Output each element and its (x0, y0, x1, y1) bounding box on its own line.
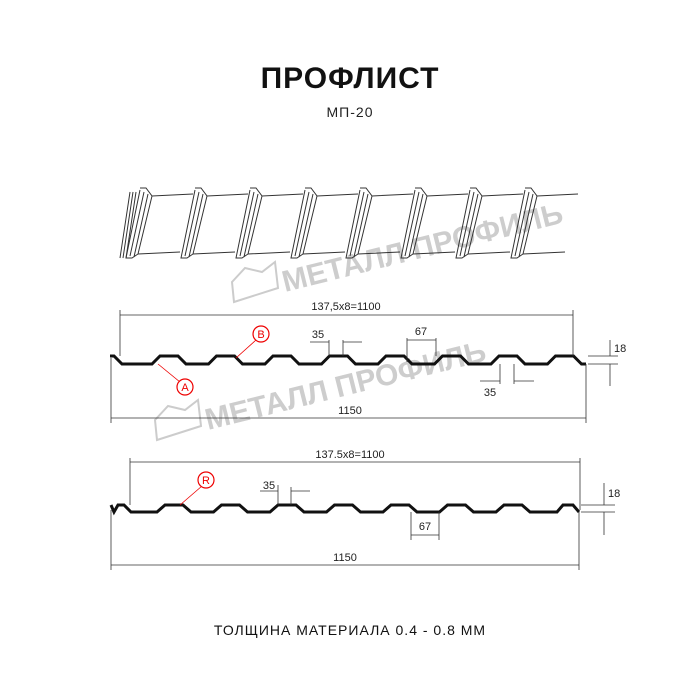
marker-b: B (235, 325, 270, 359)
profile-a-line (110, 354, 586, 366)
marker-r: R (179, 471, 215, 506)
width-dimension-b: 1150 (333, 552, 357, 564)
width-dimension-a: 1150 (338, 405, 362, 417)
height-dimension-a: 18 (614, 343, 626, 355)
svg-text:B: B (257, 329, 264, 341)
spacing-dimension-a: 67 (415, 326, 427, 338)
height-dimension-b: 18 (608, 488, 620, 500)
marker-a: A (157, 363, 194, 396)
pitch-dimension-a: 137,5x8=1100 (311, 301, 380, 313)
svg-text:A: A (181, 382, 189, 394)
pitch-dimension-b: 137.5x8=1100 (315, 449, 384, 461)
trough-dimension-a: 35 (484, 387, 496, 399)
sheet-3d-view (119, 187, 579, 259)
profile-b-line (109, 503, 581, 516)
spacing-dimension-b: 67 (419, 521, 431, 533)
model-subtitle: МП-20 (326, 104, 374, 120)
crest-dimension-a: 35 (312, 329, 324, 341)
page-title: ПРОФЛИСТ (260, 62, 440, 95)
svg-text:МЕТАЛЛ ПРОФИЛЬ: МЕТАЛЛ ПРОФИЛЬ (279, 197, 567, 299)
profile-a: 137,5x8=1100 1150 35 67 35 18 B A (110, 301, 626, 423)
watermark-2: МЕТАЛЛ ПРОФИЛЬ (153, 335, 489, 442)
crest-dimension-b: 35 (263, 480, 275, 492)
profile-b: 137.5x8=1100 1150 35 67 18 R (109, 449, 620, 570)
svg-text:R: R (202, 475, 210, 487)
material-thickness: ТОЛЩИНА МАТЕРИАЛА 0.4 - 0.8 ММ (213, 622, 487, 638)
